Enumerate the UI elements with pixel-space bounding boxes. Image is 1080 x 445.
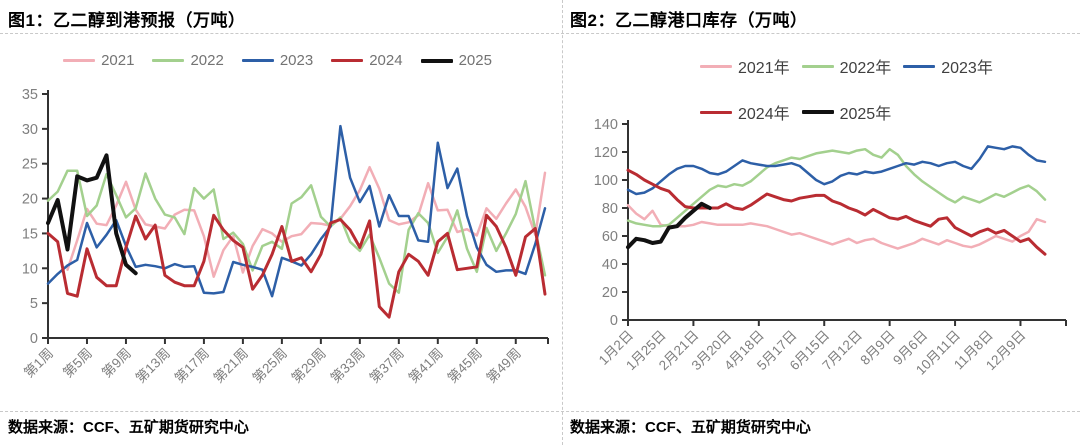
legend-swatch-2025年 (801, 110, 834, 114)
legend-item-2021: 2021 (63, 52, 134, 69)
series-line-2022年 (626, 147, 1047, 228)
legend-item-2024: 2024 (331, 52, 403, 69)
legend-swatch-2021年 (700, 64, 732, 68)
x-tick-label: 第1周 (20, 345, 56, 381)
legend-label: 2023年 (941, 60, 993, 77)
y-tick-label: 80 (602, 201, 618, 217)
x-tick-label: 第21周 (210, 345, 251, 386)
legend-item-2025年: 2025年 (801, 100, 892, 124)
divider-under-titles (0, 33, 1080, 34)
x-tick-label: 第41周 (405, 345, 446, 386)
legend-swatch-2024 (331, 59, 364, 62)
legend-item-2025: 2025 (420, 52, 492, 69)
series-line-2025 (46, 153, 138, 276)
chart2-legend: 2021年 2022年 2023年 2024年 2025年 (700, 54, 1040, 124)
y-tick-label: 5 (30, 296, 38, 312)
panel-divider (562, 0, 563, 445)
x-tick-label: 第17周 (171, 345, 212, 386)
legend-swatch-2022 (152, 59, 185, 62)
series-line-2023年 (626, 145, 1047, 196)
legend-label: 2025 (458, 52, 492, 69)
series-line-2022 (46, 169, 547, 294)
axes (627, 120, 1066, 321)
y-tick-label: 20 (602, 285, 618, 301)
x-tick-label: 第33周 (327, 345, 368, 386)
legend-label: 2022 (190, 52, 224, 69)
y-tick-label: 35 (22, 87, 38, 103)
legend-label: 2025年 (839, 106, 892, 123)
legend-item-2021年: 2021年 (700, 54, 790, 78)
legend-item-2023年: 2023年 (903, 54, 993, 78)
chart2-title: 图2：乙二醇港口库存（万吨） (570, 11, 808, 30)
series-line-2025年 (626, 201, 712, 250)
y-tick-label: 20 (22, 192, 38, 208)
y-tick-label: 15 (22, 226, 38, 242)
y-tick-label: 0 (610, 313, 618, 329)
x-tick-label: 第49周 (483, 345, 524, 386)
divider-above-sources (0, 411, 1080, 412)
legend-label: 2022年 (839, 60, 892, 77)
series-line-2024 (46, 213, 547, 319)
series-line-2021 (66, 165, 547, 278)
series-line-2021年 (626, 203, 1047, 250)
x-tick-label: 8月9日 (857, 328, 897, 368)
chart1-title: 图1：乙二醇到港预报（万吨） (8, 11, 246, 30)
y-tick-label: 100 (594, 173, 618, 189)
legend-label: 2021年 (738, 60, 790, 77)
legend-swatch-2023年 (903, 64, 936, 68)
legend-label: 2023 (279, 52, 314, 69)
legend-swatch-2022年 (801, 64, 834, 68)
y-tick-label: 10 (22, 261, 38, 277)
y-tick-label: 60 (602, 229, 618, 245)
x-tick-label: 第29周 (288, 345, 329, 386)
chart-2: 0204060801001201401月2日1月25日2月21日3月20日4月1… (594, 117, 1067, 378)
x-tick-label: 第5周 (59, 345, 95, 381)
chart1-legend: 2021 2022 2023 2024 2025 (0, 52, 555, 69)
legend-label: 2024 (369, 52, 403, 69)
legend-swatch-2023 (241, 59, 274, 62)
x-tick-label: 第45周 (444, 345, 485, 386)
legend-swatch-2021 (63, 59, 96, 62)
y-tick-label: 120 (594, 145, 618, 161)
legend-item-2023: 2023 (241, 52, 314, 69)
legend-swatch-2025 (420, 58, 453, 63)
axes (47, 90, 548, 339)
x-tick-label: 第9周 (98, 345, 134, 381)
x-tick-label: 第13周 (132, 345, 173, 386)
x-tick-label: 第37周 (366, 345, 407, 386)
legend-item-2022: 2022 (152, 52, 224, 69)
legend-item-2024年: 2024年 (700, 100, 790, 124)
y-tick-label: 25 (22, 157, 38, 173)
legend-swatch-2024年 (700, 110, 732, 114)
legend-label: 2021 (101, 52, 135, 69)
legend-item-2022年: 2022年 (801, 54, 892, 78)
x-tick-label: 第25周 (249, 345, 290, 386)
chart1-source: 数据来源：CCF、五矿期货研究中心 (8, 419, 249, 436)
y-tick-label: 0 (30, 331, 38, 347)
y-tick-label: 30 (22, 122, 38, 138)
y-tick-label: 140 (594, 117, 618, 133)
legend-label: 2024年 (738, 106, 790, 123)
y-tick-label: 40 (602, 257, 618, 273)
series-line-2023 (46, 124, 547, 298)
chart2-source: 数据来源：CCF、五矿期货研究中心 (570, 419, 811, 436)
